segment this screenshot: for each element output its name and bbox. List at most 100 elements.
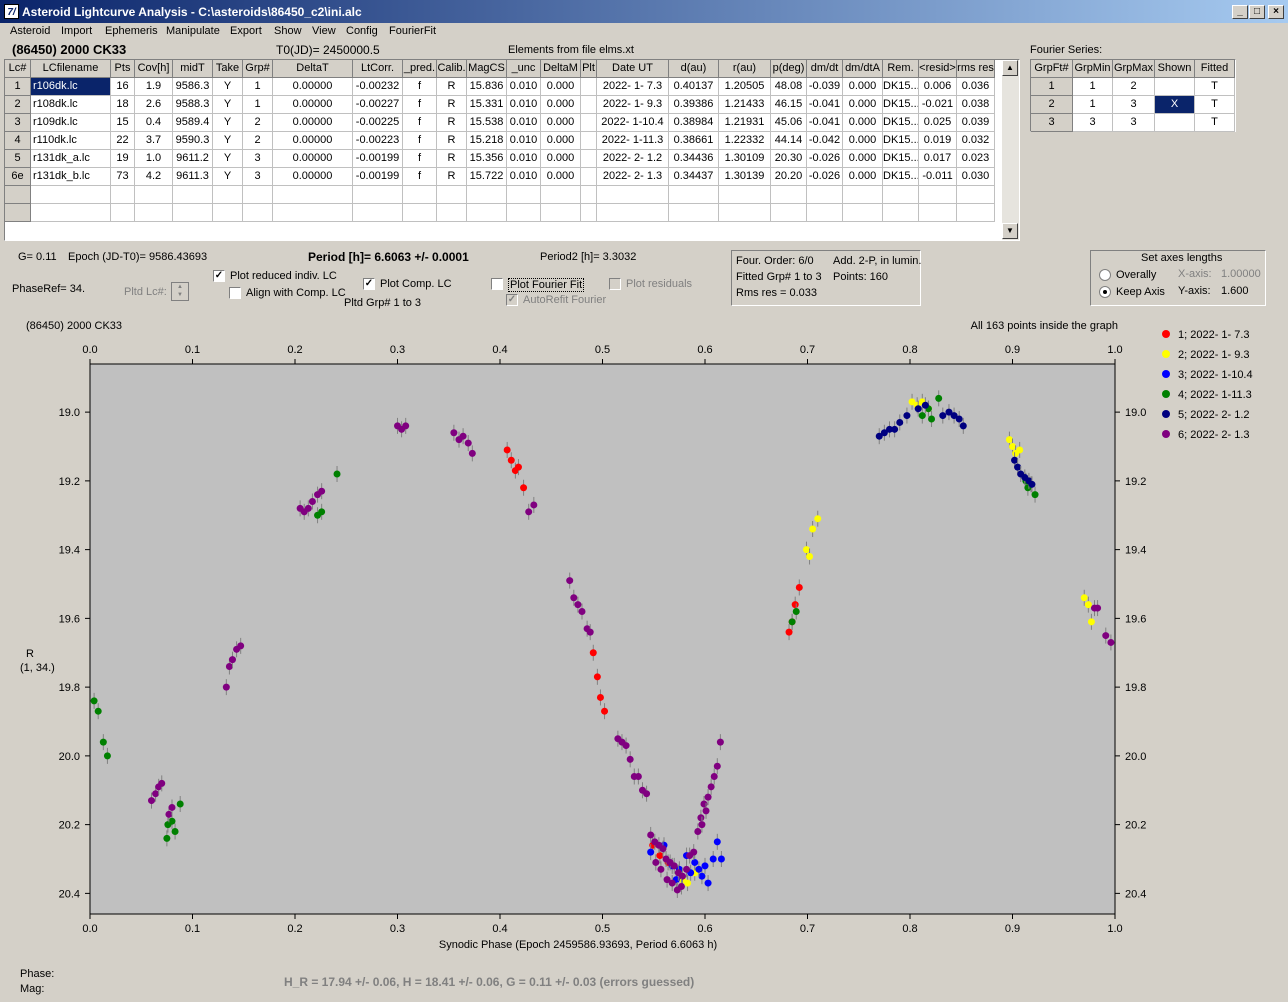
table-cell[interactable]: -0.00227 xyxy=(353,96,403,114)
table-cell[interactable] xyxy=(807,204,843,222)
table-cell[interactable]: 0.019 xyxy=(919,132,957,150)
col-header[interactable]: DeltaM xyxy=(541,60,581,78)
table-cell[interactable]: r109dk.lc xyxy=(31,114,111,132)
table-cell[interactable]: 15.538 xyxy=(467,114,507,132)
table-cell[interactable] xyxy=(507,204,541,222)
table-cell[interactable]: 0.4 xyxy=(135,114,173,132)
table-cell[interactable] xyxy=(467,204,507,222)
table-cell[interactable]: 0.000 xyxy=(843,114,883,132)
lightcurve-plot[interactable]: (86450) 2000 CK33 All 163 points inside … xyxy=(18,314,1268,960)
fourier-cell[interactable]: T xyxy=(1195,114,1235,132)
col-header[interactable]: _pred. xyxy=(403,60,437,78)
lightcurve-table[interactable]: Lc# LCfilename Pts Cov[h] midT Take Grp# DeltaT… xyxy=(4,59,1020,241)
col-header[interactable]: LtCorr. xyxy=(353,60,403,78)
table-cell[interactable]: 0.000 xyxy=(541,78,581,96)
fourier-cell[interactable]: 3 xyxy=(1073,114,1113,132)
table-cell[interactable]: r131dk_a.lc xyxy=(31,150,111,168)
menu-view[interactable]: View xyxy=(312,25,336,37)
fourier-table[interactable]: GrpFt# GrpMin GrpMax Shown Fitted 1 1 2 T 2 1 3 X T 3 3… xyxy=(1030,59,1236,132)
table-cell[interactable]: -0.00199 xyxy=(353,150,403,168)
table-cell[interactable]: 22 xyxy=(111,132,135,150)
table-cell[interactable] xyxy=(541,204,581,222)
table-cell[interactable]: 16 xyxy=(111,78,135,96)
row-header[interactable]: 2 xyxy=(5,96,31,114)
table-cell[interactable]: -0.041 xyxy=(807,96,843,114)
menu-asteroid[interactable]: Asteroid xyxy=(10,25,51,37)
table-cell[interactable]: DK15... xyxy=(883,168,919,186)
table-cell[interactable] xyxy=(213,204,243,222)
table-cell[interactable]: f xyxy=(403,150,437,168)
table-cell[interactable]: 0.40137 xyxy=(669,78,719,96)
table-cell[interactable]: 0.34437 xyxy=(669,168,719,186)
col-header[interactable]: r(au) xyxy=(719,60,771,78)
table-cell[interactable] xyxy=(173,186,213,204)
table-cell[interactable] xyxy=(597,186,669,204)
row-header[interactable]: 1 xyxy=(5,78,31,96)
table-cell[interactable]: -0.042 xyxy=(807,132,843,150)
fourier-cell[interactable]: X xyxy=(1155,96,1195,114)
table-cell[interactable] xyxy=(669,204,719,222)
table-cell[interactable]: 3 xyxy=(243,150,273,168)
table-cell[interactable]: -0.00232 xyxy=(353,78,403,96)
table-cell[interactable] xyxy=(581,78,597,96)
table-cell[interactable]: R xyxy=(437,114,467,132)
table-cell[interactable] xyxy=(919,186,957,204)
table-cell[interactable]: 1.22332 xyxy=(719,132,771,150)
table-cell[interactable]: 20.30 xyxy=(771,150,807,168)
row-header[interactable]: 4 xyxy=(5,132,31,150)
table-cell[interactable]: 0.000 xyxy=(541,96,581,114)
table-cell[interactable] xyxy=(581,168,597,186)
spin-up-icon[interactable]: ▲ xyxy=(177,284,183,290)
table-cell[interactable]: Y xyxy=(213,78,243,96)
menu-show[interactable]: Show xyxy=(274,25,302,37)
table-cell[interactable] xyxy=(437,186,467,204)
table-cell[interactable] xyxy=(243,186,273,204)
table-cell[interactable]: 2 xyxy=(243,114,273,132)
table-cell[interactable]: 0.38984 xyxy=(669,114,719,132)
table-cell[interactable] xyxy=(719,204,771,222)
table-cell[interactable]: 0.030 xyxy=(957,168,995,186)
table-cell[interactable]: 1.0 xyxy=(135,150,173,168)
col-header[interactable]: rms res xyxy=(957,60,995,78)
table-cell[interactable]: -0.041 xyxy=(807,114,843,132)
table-cell[interactable]: -0.00199 xyxy=(353,168,403,186)
table-cell[interactable]: 2022- 1- 9.3 xyxy=(597,96,669,114)
table-cell[interactable]: 0.000 xyxy=(843,78,883,96)
table-cell[interactable]: 15.836 xyxy=(467,78,507,96)
col-header[interactable]: p(deg) xyxy=(771,60,807,78)
table-cell[interactable]: r131dk_b.lc xyxy=(31,168,111,186)
table-cell[interactable]: 0.000 xyxy=(843,96,883,114)
table-cell[interactable] xyxy=(273,186,353,204)
spin-down-icon[interactable]: ▼ xyxy=(177,292,183,298)
table-cell[interactable]: 9590.3 xyxy=(173,132,213,150)
table-cell[interactable]: 15.356 xyxy=(467,150,507,168)
table-cell[interactable]: 0.34436 xyxy=(669,150,719,168)
table-cell[interactable]: 46.15 xyxy=(771,96,807,114)
table-cell[interactable] xyxy=(883,186,919,204)
table-cell[interactable]: -0.026 xyxy=(807,150,843,168)
table-cell[interactable]: 0.038 xyxy=(957,96,995,114)
table-cell[interactable] xyxy=(273,204,353,222)
col-header[interactable]: Grp# xyxy=(243,60,273,78)
fourier-cell[interactable]: T xyxy=(1195,96,1235,114)
col-header[interactable]: LCfilename xyxy=(31,60,111,78)
col-header[interactable]: Rem. xyxy=(883,60,919,78)
table-cell[interactable]: 0.017 xyxy=(919,150,957,168)
table-cell[interactable] xyxy=(243,204,273,222)
table-cell[interactable]: Y xyxy=(213,114,243,132)
menu-fourierfit[interactable]: FourierFit xyxy=(389,25,437,37)
table-cell[interactable]: f xyxy=(403,96,437,114)
fourier-cell[interactable]: 1 xyxy=(1073,96,1113,114)
table-cell[interactable]: R xyxy=(437,96,467,114)
col-header[interactable]: MagCS xyxy=(467,60,507,78)
plot-fourier-checkbox[interactable] xyxy=(491,278,503,290)
table-cell[interactable]: 2022- 1-10.4 xyxy=(597,114,669,132)
table-cell[interactable] xyxy=(403,186,437,204)
table-cell[interactable] xyxy=(719,186,771,204)
col-header[interactable]: Lc# xyxy=(5,60,31,78)
table-cell[interactable] xyxy=(919,204,957,222)
plot-comp-checkbox[interactable]: ✓ xyxy=(363,278,375,290)
table-cell[interactable]: 1.20505 xyxy=(719,78,771,96)
table-cell[interactable]: 2022- 2- 1.2 xyxy=(597,150,669,168)
overally-radio[interactable] xyxy=(1099,269,1111,281)
